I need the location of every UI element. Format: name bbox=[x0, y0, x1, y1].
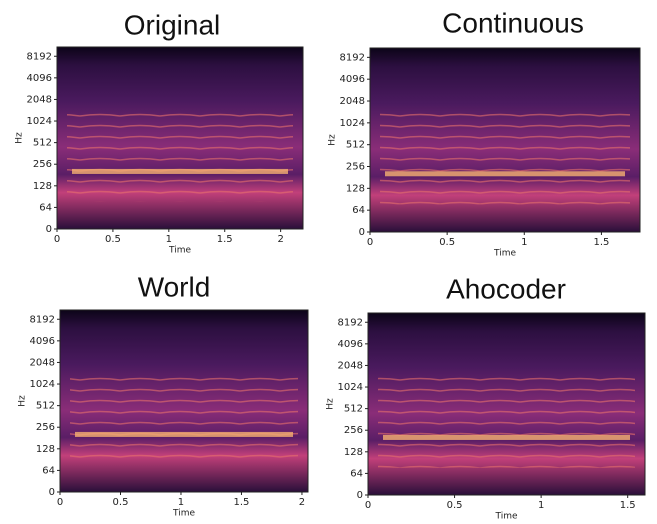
x-axis-label: Time bbox=[168, 246, 191, 256]
x-tick-label: 0 bbox=[365, 500, 371, 511]
harmonics bbox=[378, 376, 635, 468]
y-tick-label: 4096 bbox=[30, 336, 55, 347]
x-tick-label: 0 bbox=[57, 497, 63, 508]
x-tick-label: 0.5 bbox=[105, 234, 121, 245]
panel-title: Ahocoder bbox=[446, 273, 566, 304]
y-tick-label: 1024 bbox=[338, 382, 363, 393]
y-tick-label: 64 bbox=[42, 465, 55, 476]
y-tick-label: 64 bbox=[352, 205, 365, 216]
y-tick-label: 0 bbox=[359, 227, 365, 238]
x-tick-label: 0.5 bbox=[447, 500, 463, 511]
y-tick-label: 256 bbox=[36, 422, 55, 433]
plot-frame bbox=[367, 312, 646, 496]
y-tick-label: 1024 bbox=[340, 118, 365, 129]
x-tick-label: 0 bbox=[54, 234, 60, 245]
y-tick-label: 8192 bbox=[338, 317, 363, 328]
x-axis-label: Time bbox=[494, 512, 517, 522]
y-axis-label: Hz bbox=[18, 395, 28, 407]
panel-title: World bbox=[138, 271, 211, 302]
y-tick-label: 4096 bbox=[340, 74, 365, 85]
y-tick-label: 4096 bbox=[338, 339, 363, 350]
y-tick-label: 64 bbox=[350, 468, 363, 479]
x-tick-label: 2 bbox=[299, 497, 305, 508]
y-tick-label: 0 bbox=[46, 224, 52, 235]
x-tick-label: 1 bbox=[538, 500, 544, 511]
y-tick-label: 128 bbox=[33, 181, 52, 192]
y-tick-label: 8192 bbox=[340, 52, 365, 63]
harmonics bbox=[380, 112, 630, 205]
y-tick-label: 512 bbox=[36, 401, 55, 412]
y-tick-label: 1024 bbox=[27, 116, 52, 127]
x-tick-label: 1.5 bbox=[234, 497, 250, 508]
x-tick-label: 1 bbox=[521, 237, 527, 248]
x-tick-label: 0.5 bbox=[113, 497, 129, 508]
y-tick-label: 512 bbox=[33, 138, 52, 149]
y-tick-label: 2048 bbox=[27, 94, 52, 105]
x-tick-label: 1 bbox=[178, 497, 184, 508]
y-tick-label: 256 bbox=[346, 162, 365, 173]
x-axis-label: Time bbox=[493, 249, 516, 259]
y-tick-label: 4096 bbox=[27, 73, 52, 84]
y-tick-label: 8192 bbox=[30, 314, 55, 325]
y-tick-label: 2048 bbox=[340, 96, 365, 107]
y-tick-label: 1024 bbox=[30, 379, 55, 390]
plot-frame bbox=[59, 309, 309, 493]
y-tick-label: 512 bbox=[344, 404, 363, 415]
y-tick-label: 512 bbox=[346, 140, 365, 151]
y-axis-label: Hz bbox=[326, 398, 336, 410]
x-tick-label: 1.5 bbox=[217, 234, 233, 245]
y-tick-label: 256 bbox=[33, 159, 52, 170]
y-tick-label: 0 bbox=[49, 487, 55, 498]
x-tick-label: 2 bbox=[277, 234, 283, 245]
fundamental-band bbox=[383, 434, 630, 440]
x-tick-label: 1 bbox=[166, 234, 172, 245]
fundamental-band bbox=[75, 431, 293, 437]
x-tick-label: 0.5 bbox=[439, 237, 455, 248]
y-tick-label: 2048 bbox=[30, 357, 55, 368]
panel-title: Original bbox=[124, 9, 220, 40]
x-tick-label: 0 bbox=[367, 237, 373, 248]
x-axis-label: Time bbox=[172, 509, 195, 519]
y-tick-label: 256 bbox=[344, 425, 363, 436]
fundamental-band bbox=[72, 168, 288, 174]
y-axis-label: Hz bbox=[328, 134, 338, 146]
fundamental-band bbox=[385, 171, 625, 177]
y-tick-label: 64 bbox=[39, 202, 52, 213]
x-tick-label: 1.5 bbox=[593, 237, 609, 248]
y-tick-label: 128 bbox=[344, 447, 363, 458]
x-tick-label: 1.5 bbox=[620, 500, 636, 511]
panel-title: Continuous bbox=[442, 7, 584, 38]
plot-frame bbox=[369, 47, 641, 233]
harmonics bbox=[70, 373, 298, 465]
y-tick-label: 128 bbox=[36, 444, 55, 455]
harmonics bbox=[67, 110, 293, 202]
plot-frame bbox=[56, 46, 304, 230]
y-tick-label: 2048 bbox=[338, 360, 363, 371]
y-axis-label: Hz bbox=[15, 132, 25, 144]
y-tick-label: 0 bbox=[357, 490, 363, 501]
y-tick-label: 128 bbox=[346, 183, 365, 194]
y-tick-label: 8192 bbox=[27, 51, 52, 62]
